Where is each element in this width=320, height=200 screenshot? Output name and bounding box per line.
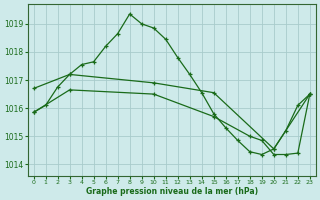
X-axis label: Graphe pression niveau de la mer (hPa): Graphe pression niveau de la mer (hPa) <box>86 187 258 196</box>
